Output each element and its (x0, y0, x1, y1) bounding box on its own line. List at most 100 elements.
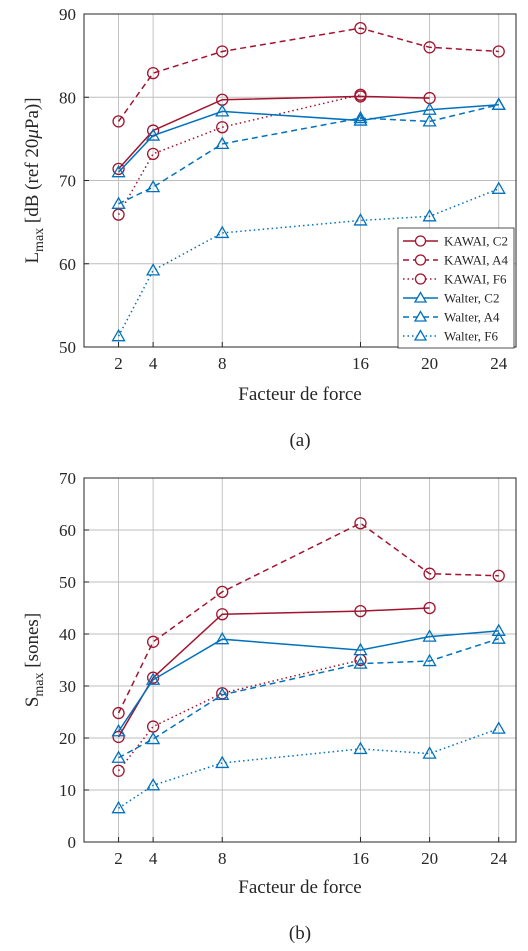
legend-label: KAWAI, A4 (444, 253, 508, 268)
y-tick-label: 80 (59, 88, 76, 107)
x-tick-label: 2 (114, 354, 123, 373)
data-point (111, 196, 126, 209)
y-tick-label: 10 (59, 781, 76, 800)
y-tick-label: 50 (59, 338, 76, 357)
legend-marker (413, 310, 428, 322)
data-point (215, 104, 230, 117)
y-label-rest-a: [dB (ref 20 (22, 139, 43, 228)
series-line (118, 95, 430, 170)
x-tick-label: 8 (218, 354, 227, 373)
data-point (145, 672, 161, 685)
x-axis-label-b: Facteur de force (238, 877, 361, 898)
data-point (422, 746, 437, 759)
x-tick-label: 4 (149, 354, 158, 373)
x-tick-label: 20 (421, 354, 438, 373)
legend-label: KAWAI, C2 (444, 234, 508, 249)
data-point (422, 208, 437, 222)
y-tick-label: 90 (59, 5, 76, 24)
y-label-rest-b: [sones] (22, 613, 43, 673)
series-line (118, 104, 499, 205)
y-ticks-b: 0 10 20 30 40 50 60 70 (59, 469, 89, 852)
data-point (354, 22, 367, 35)
legend-marker (413, 329, 428, 341)
data-point (491, 97, 506, 110)
x-ticks-a: 2 4 8 16 20 24 (114, 342, 508, 373)
series-a (111, 22, 506, 342)
series-line (117, 659, 361, 772)
data-point (215, 755, 230, 769)
y-tick-label: 60 (59, 255, 76, 274)
series-line (117, 522, 499, 714)
data-point (215, 136, 230, 150)
data-point (111, 800, 126, 814)
caption-b: (b) (289, 923, 311, 944)
data-point (353, 741, 368, 755)
data-point (112, 115, 125, 128)
y-tick-label: 60 (59, 521, 76, 540)
series-line (117, 630, 499, 732)
data-point (146, 66, 160, 80)
data-point (111, 164, 126, 178)
data-point (491, 631, 506, 644)
x-tick-label: 2 (114, 849, 123, 868)
data-point (216, 121, 229, 134)
x-tick-label: 16 (352, 354, 369, 373)
legend-marker (414, 254, 427, 266)
data-point (215, 631, 230, 645)
data-point (353, 642, 368, 656)
data-point (422, 114, 437, 127)
y-label-sub-a: max (32, 228, 47, 252)
plot-frame-b (83, 477, 517, 843)
data-point (216, 608, 229, 621)
data-point (491, 181, 506, 194)
y-label-end-a: Pa)] (22, 97, 43, 129)
data-point (111, 723, 126, 737)
data-point (423, 567, 436, 580)
y-tick-label: 50 (59, 573, 76, 592)
data-point (422, 629, 437, 642)
data-point (111, 750, 126, 763)
x-tick-label: 16 (352, 849, 369, 868)
data-point (353, 110, 368, 124)
y-label-main-a: L (22, 252, 43, 264)
data-point (353, 113, 368, 126)
legend-marker (413, 291, 428, 303)
data-point (146, 671, 160, 684)
legend: KAWAI, C2 KAWAI, A4 KAWAI, F6 Walter, C2 Wal… (397, 227, 515, 349)
y-tick-label: 20 (59, 729, 76, 748)
legend-marker (414, 235, 427, 247)
data-point (423, 601, 436, 615)
data-point (146, 635, 160, 648)
data-point (423, 41, 436, 54)
data-point (145, 778, 161, 791)
data-point (353, 213, 368, 226)
data-point (354, 604, 367, 618)
y-label-mu-a: μ (22, 129, 43, 140)
grid-b (84, 477, 516, 843)
y-axis-label-a: Lmax [dB (ref 20μPa)] (22, 97, 47, 263)
x-tick-label: 8 (218, 849, 227, 868)
data-point (112, 764, 125, 777)
series-line (118, 727, 499, 809)
data-point (145, 128, 161, 141)
data-point (145, 731, 161, 745)
series-line (118, 103, 499, 173)
data-point (354, 88, 367, 101)
x-tick-label: 24 (490, 849, 508, 868)
y-label-sub-b: max (32, 672, 47, 696)
legend-box (397, 227, 515, 349)
data-point (492, 569, 505, 582)
data-point (491, 721, 506, 734)
data-point (111, 328, 126, 342)
y-tick-label: 40 (59, 625, 76, 644)
y-label-main-b: S (22, 697, 43, 708)
legend-label: KAWAI, F6 (444, 272, 507, 287)
data-point (112, 208, 125, 221)
legend-label: Walter, C2 (444, 291, 499, 306)
data-point (112, 162, 125, 175)
y-tick-label: 30 (59, 677, 76, 696)
x-tick-label: 4 (149, 849, 158, 868)
